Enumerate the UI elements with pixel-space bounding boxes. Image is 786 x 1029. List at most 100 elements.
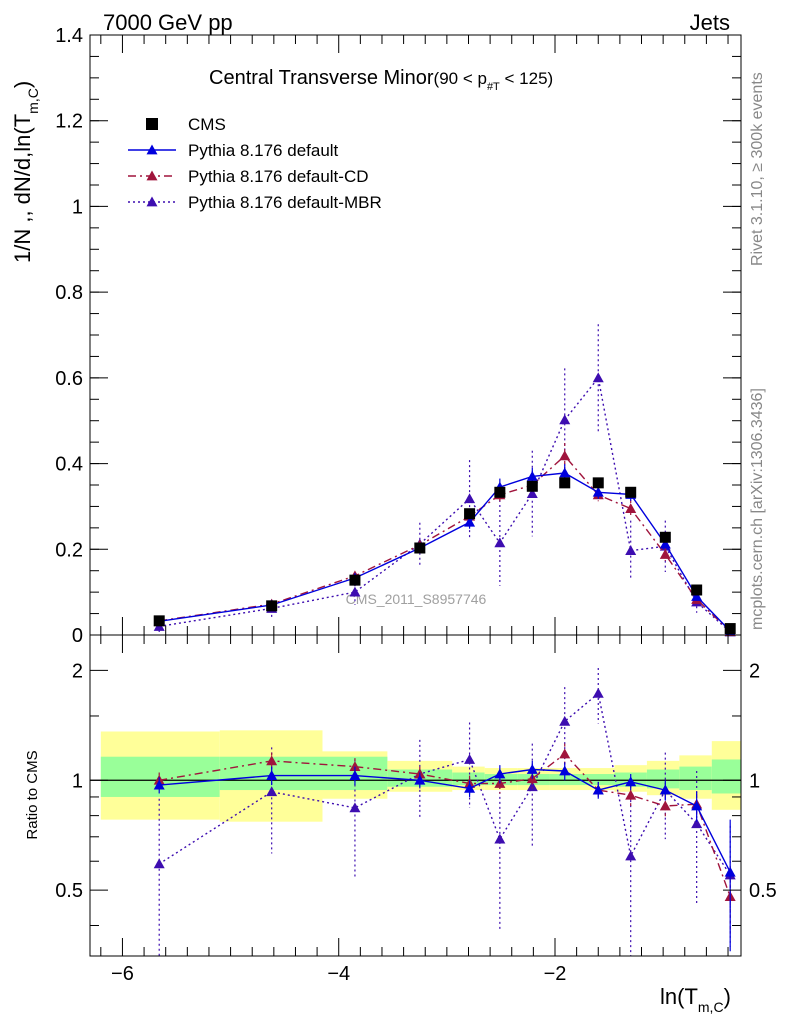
- main-point-cms: [724, 623, 736, 635]
- main-y-tick-label: 1.4: [55, 25, 83, 47]
- ratio-frame: [89, 634, 742, 957]
- ratio-x-tick-label: −2: [544, 963, 567, 985]
- main-y-tick-label: 1: [72, 196, 83, 218]
- main-point-cms: [464, 508, 476, 520]
- main-point-cms: [625, 486, 637, 498]
- main-point-cms: [526, 480, 538, 492]
- legend-label: Pythia 8.176 default-MBR: [188, 193, 382, 212]
- legend-label: Pythia 8.176 default: [188, 141, 339, 160]
- main-title: Central Transverse Minor(90 < p#T < 125): [209, 67, 553, 93]
- ratio-point-mbr: [559, 715, 571, 726]
- main-line-default: [159, 472, 731, 632]
- ratio-band-inner: [711, 759, 741, 794]
- main-title-range-end: < 125): [500, 69, 553, 88]
- ratio-series-mbr: [153, 668, 736, 956]
- legend-entry-cd: Pythia 8.176 default-CD: [128, 167, 369, 186]
- ratio-point-default: [691, 800, 703, 811]
- ratio-series: [153, 668, 736, 956]
- legend: CMS Pythia 8.176 default Pythia 8.176 defa…: [128, 115, 382, 212]
- ratio-x-label-sub: m,C: [698, 999, 724, 1015]
- main-point-cms: [691, 584, 703, 596]
- main-point-cms: [494, 486, 506, 498]
- ratio-point-default: [266, 770, 278, 780]
- ratio-point-mbr: [464, 753, 476, 764]
- main-point-cms: [153, 615, 165, 627]
- main-point-cd: [659, 548, 671, 559]
- main-point-cms: [414, 542, 426, 554]
- main-y-tick-label: 0.6: [55, 368, 83, 390]
- ratio-point-cd: [559, 748, 571, 759]
- ratio-point-mbr: [153, 858, 165, 869]
- legend-label: Pythia 8.176 default-CD: [188, 167, 369, 186]
- ratio-point-default: [724, 866, 736, 877]
- ratio-panel: 0.5 0.5 1 1 2 2 −6 −4 −2 Ratio to CMS ln(Tm,C): [24, 634, 777, 1015]
- process-label: Jets: [690, 10, 730, 35]
- main-point-cms: [266, 600, 278, 612]
- rivet-label: Rivet 3.1.10, ≥ 300k events: [749, 72, 766, 266]
- ratio-point-default: [559, 765, 571, 776]
- main-y-tick-label: 0: [72, 625, 83, 647]
- main-y-label-sub: m,C: [25, 88, 41, 114]
- ratio-band-inner: [582, 774, 615, 786]
- legend-entry-default: Pythia 8.176 default: [128, 141, 339, 160]
- main-y-tick-label: 0.8: [55, 282, 83, 304]
- legend-label: CMS: [188, 115, 226, 134]
- ratio-point-default: [625, 776, 637, 787]
- ratio-x-label: ln(Tm,C): [660, 984, 731, 1015]
- main-point-default: [464, 516, 476, 527]
- main-title-text: Central Transverse Minor: [209, 67, 434, 89]
- ratio-point-default: [414, 774, 426, 785]
- main-series-mbr: [153, 324, 736, 637]
- ratio-x-axis: −6 −4 −2: [100, 635, 729, 985]
- main-point-default: [526, 470, 538, 481]
- ratio-band-inner: [679, 766, 712, 791]
- main-point-cd: [559, 450, 571, 461]
- ratio-point-mbr: [625, 850, 637, 861]
- ratio-y-tick-label: 0.5: [55, 880, 83, 902]
- legend-entry-cms: CMS: [146, 115, 226, 134]
- main-y-tick-label: 1.2: [55, 111, 83, 133]
- main-y-label: 1/N ,, dN/d,ln(Tm,C): [10, 81, 41, 263]
- legend-marker-triangle: [146, 196, 158, 207]
- main-point-default: [559, 467, 571, 478]
- ratio-point-mbr: [266, 786, 278, 797]
- watermark: CMS_2011_S8957746: [346, 591, 487, 607]
- main-point-mbr: [464, 493, 476, 504]
- main-series-cms: [153, 477, 736, 635]
- main-point-cms: [349, 574, 361, 586]
- ratio-point-default: [494, 768, 506, 779]
- main-point-cms: [592, 477, 604, 489]
- main-point-mbr: [526, 488, 538, 498]
- main-point-default: [592, 486, 604, 497]
- ratio-y-tick-label-right: 0.5: [749, 880, 777, 902]
- ratio-point-cd: [659, 800, 671, 811]
- main-panel: CMS_2011_S8957746 0 0.2 0.4 0.6 0.8 1 1.2 1.4 C…: [10, 25, 742, 647]
- ratio-point-mbr: [526, 781, 538, 792]
- ratio-point-mbr: [592, 687, 604, 698]
- ratio-point-default: [659, 784, 671, 795]
- ratio-point-default: [526, 764, 538, 774]
- ratio-band-inner: [646, 769, 680, 789]
- ratio-series-default: [153, 760, 736, 952]
- ratio-point-mbr: [691, 818, 703, 829]
- ratio-y-tick-label: 1: [72, 770, 83, 792]
- ratio-band-inner: [452, 772, 485, 786]
- ratio-point-default: [153, 779, 165, 790]
- main-series-default: [153, 464, 736, 636]
- ratio-x-label-end: ): [724, 984, 731, 1009]
- main-y-label-end: ): [10, 81, 35, 88]
- ratio-point-mbr: [349, 802, 361, 813]
- main-point-mbr: [625, 545, 637, 555]
- ratio-point-default: [592, 784, 604, 795]
- ratio-band-inner: [484, 774, 518, 786]
- ratio-x-label-text: ln(T: [660, 984, 698, 1009]
- ratio-y-label: Ratio to CMS: [24, 750, 41, 839]
- main-point-cms: [659, 531, 671, 543]
- main-point-default: [659, 538, 671, 549]
- mcplots-label: mcplots.cern.ch [arXiv:1306.3436]: [749, 388, 766, 630]
- legend-marker-triangle: [146, 170, 158, 181]
- ratio-y-tick-label: 2: [72, 660, 83, 682]
- ratio-band-inner: [549, 774, 583, 786]
- main-series-cd: [153, 443, 736, 636]
- ratio-x-tick-label: −4: [327, 963, 350, 985]
